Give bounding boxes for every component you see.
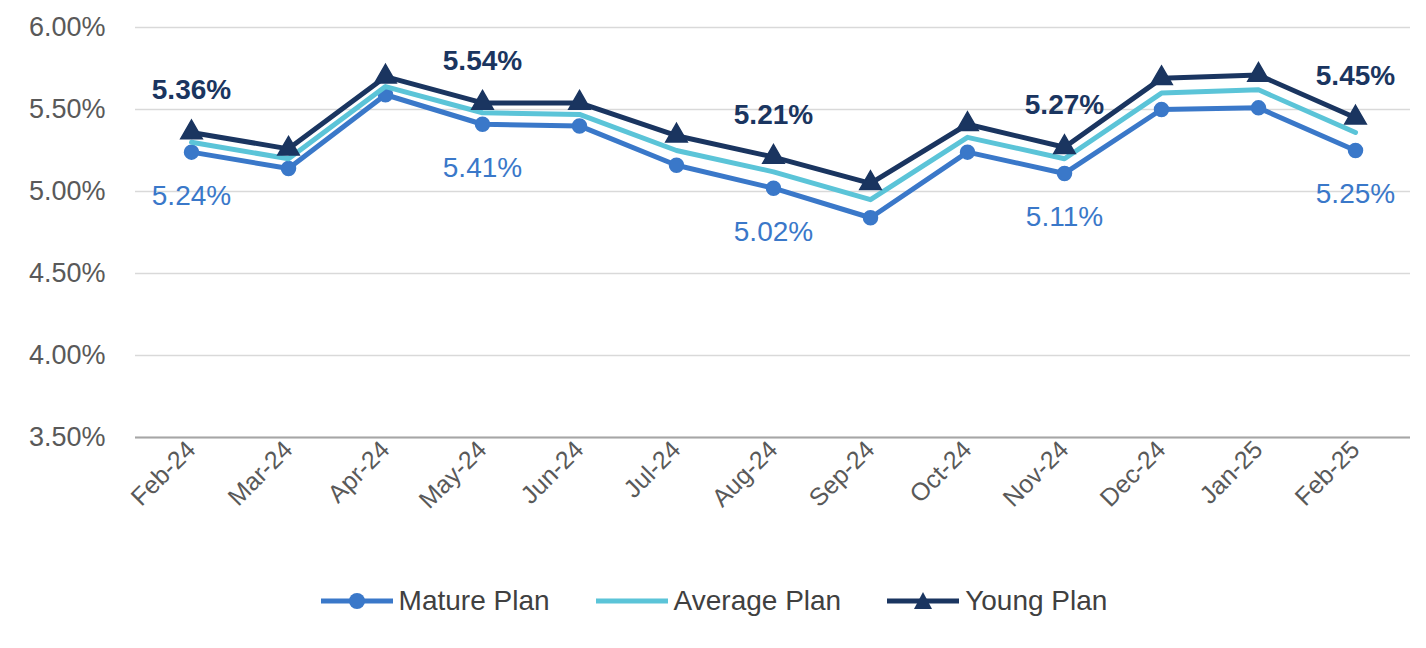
svg-text:6.00%: 6.00%	[29, 12, 106, 42]
svg-text:Jun-24: Jun-24	[515, 435, 589, 509]
svg-text:Jul-24: Jul-24	[618, 435, 686, 503]
svg-text:Nov-24: Nov-24	[997, 435, 1074, 512]
svg-text:5.21%: 5.21%	[734, 99, 813, 130]
html-text:Average Plan: Average Plan	[673, 585, 842, 616]
svg-text:Aug-24: Aug-24	[706, 435, 783, 512]
svg-text:Dec-24: Dec-24	[1094, 435, 1171, 512]
svg-text:5.45%: 5.45%	[1316, 60, 1395, 91]
svg-text:5.24%: 5.24%	[152, 180, 231, 211]
svg-text:Apr-24: Apr-24	[322, 435, 395, 508]
svg-text:Oct-24: Oct-24	[904, 435, 977, 508]
svg-text:Sep-24: Sep-24	[803, 435, 880, 512]
svg-text:5.27%: 5.27%	[1025, 89, 1104, 120]
svg-text:Feb-25: Feb-25	[1289, 435, 1365, 511]
svg-text:5.25%: 5.25%	[1316, 178, 1395, 209]
svg-text:5.00%: 5.00%	[29, 176, 106, 206]
svg-text:Mar-24: Mar-24	[222, 435, 298, 511]
svg-text:Feb-24: Feb-24	[125, 435, 201, 511]
svg-text:5.54%: 5.54%	[443, 45, 522, 76]
html-text:Young Plan: Young Plan	[965, 585, 1108, 616]
svg-text:4.00%: 4.00%	[29, 340, 106, 370]
svg-text:5.02%: 5.02%	[734, 216, 813, 247]
svg-text:4.50%: 4.50%	[29, 258, 106, 288]
svg-text:5.11%: 5.11%	[1026, 201, 1103, 232]
html-text:Mature Plan: Mature Plan	[398, 585, 550, 616]
svg-text:Jan-25: Jan-25	[1194, 435, 1268, 509]
svg-text:5.41%: 5.41%	[443, 152, 522, 183]
svg-text:5.36%: 5.36%	[152, 74, 231, 105]
svg-text:3.50%: 3.50%	[29, 422, 106, 452]
svg-text:5.50%: 5.50%	[29, 94, 106, 124]
svg-text:May-24: May-24	[413, 435, 492, 514]
